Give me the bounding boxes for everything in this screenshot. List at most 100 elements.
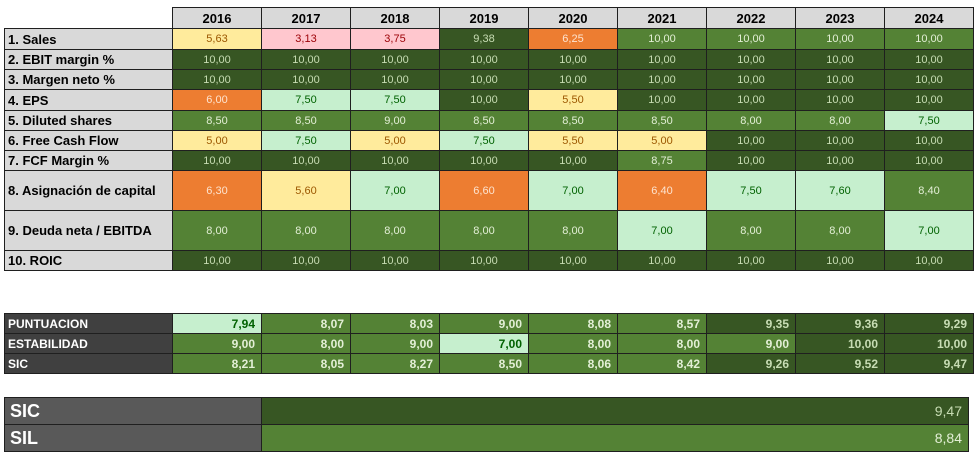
summary-value-cell[interactable]: 8,50 <box>439 353 529 374</box>
score-cell[interactable]: 8,00 <box>528 210 618 251</box>
summary-value-cell[interactable]: 9,29 <box>884 313 974 334</box>
score-cell[interactable]: 7,50 <box>884 110 974 131</box>
score-cell[interactable]: 10,00 <box>884 49 974 70</box>
score-cell[interactable]: 10,00 <box>795 49 885 70</box>
score-cell[interactable]: 10,00 <box>884 250 974 271</box>
score-cell[interactable]: 9,00 <box>350 110 440 131</box>
year-header[interactable]: 2018 <box>350 7 440 29</box>
score-cell[interactable]: 10,00 <box>528 250 618 271</box>
summary-value-cell[interactable]: 7,94 <box>172 313 262 334</box>
summary-value-cell[interactable]: 10,00 <box>795 333 885 354</box>
summary-value-cell[interactable]: 8,00 <box>261 333 351 354</box>
score-cell[interactable]: 5,00 <box>350 130 440 151</box>
score-cell[interactable]: 8,00 <box>795 110 885 131</box>
score-cell[interactable]: 7,50 <box>439 130 529 151</box>
metric-label-cell[interactable]: 9. Deuda neta / EBITDA <box>4 210 173 251</box>
summary-value-cell[interactable]: 8,06 <box>528 353 618 374</box>
score-cell[interactable]: 10,00 <box>706 250 796 271</box>
score-cell[interactable]: 5,00 <box>172 130 262 151</box>
score-cell[interactable]: 8,50 <box>528 110 618 131</box>
summary-value-cell[interactable]: 8,03 <box>350 313 440 334</box>
summary-label-cell[interactable]: PUNTUACION <box>4 313 173 334</box>
score-cell[interactable]: 8,50 <box>439 110 529 131</box>
score-cell[interactable]: 10,00 <box>528 69 618 90</box>
score-cell[interactable]: 10,00 <box>706 28 796 50</box>
score-cell[interactable]: 10,00 <box>350 69 440 90</box>
score-cell[interactable]: 7,00 <box>884 210 974 251</box>
score-cell[interactable]: 8,00 <box>706 210 796 251</box>
score-cell[interactable]: 3,75 <box>350 28 440 50</box>
final-label-cell[interactable]: SIC <box>4 397 262 425</box>
score-cell[interactable]: 8,75 <box>617 150 707 171</box>
year-header[interactable]: 2022 <box>706 7 796 29</box>
score-cell[interactable]: 7,60 <box>795 170 885 211</box>
summary-label-cell[interactable]: ESTABILIDAD <box>4 333 173 354</box>
score-cell[interactable]: 10,00 <box>706 150 796 171</box>
score-cell[interactable]: 8,00 <box>350 210 440 251</box>
score-cell[interactable]: 10,00 <box>617 69 707 90</box>
score-cell[interactable]: 6,30 <box>172 170 262 211</box>
summary-value-cell[interactable]: 9,00 <box>350 333 440 354</box>
score-cell[interactable]: 10,00 <box>795 130 885 151</box>
score-cell[interactable]: 10,00 <box>172 250 262 271</box>
score-cell[interactable]: 10,00 <box>350 250 440 271</box>
score-cell[interactable]: 10,00 <box>528 49 618 70</box>
year-header[interactable]: 2024 <box>884 7 974 29</box>
score-cell[interactable]: 10,00 <box>884 69 974 90</box>
summary-value-cell[interactable]: 8,21 <box>172 353 262 374</box>
metric-label-cell[interactable]: 1. Sales <box>4 28 173 50</box>
score-cell[interactable]: 5,00 <box>617 130 707 151</box>
summary-value-cell[interactable]: 9,36 <box>795 313 885 334</box>
score-cell[interactable]: 7,50 <box>261 130 351 151</box>
score-cell[interactable]: 10,00 <box>439 49 529 70</box>
summary-value-cell[interactable]: 9,52 <box>795 353 885 374</box>
summary-value-cell[interactable]: 8,27 <box>350 353 440 374</box>
year-header[interactable]: 2017 <box>261 7 351 29</box>
score-cell[interactable]: 10,00 <box>172 150 262 171</box>
score-cell[interactable]: 6,40 <box>617 170 707 211</box>
score-cell[interactable]: 10,00 <box>706 69 796 90</box>
metric-label-cell[interactable]: 6. Free Cash Flow <box>4 130 173 151</box>
score-cell[interactable]: 8,00 <box>706 110 796 131</box>
score-cell[interactable]: 8,50 <box>172 110 262 131</box>
metric-label-cell[interactable]: 4. EPS <box>4 89 173 111</box>
score-cell[interactable]: 5,50 <box>528 89 618 111</box>
summary-value-cell[interactable]: 9,35 <box>706 313 796 334</box>
score-cell[interactable]: 10,00 <box>439 150 529 171</box>
score-cell[interactable]: 8,50 <box>261 110 351 131</box>
score-cell[interactable]: 5,50 <box>528 130 618 151</box>
year-header[interactable]: 2021 <box>617 7 707 29</box>
score-cell[interactable]: 6,25 <box>528 28 618 50</box>
score-cell[interactable]: 5,63 <box>172 28 262 50</box>
year-header[interactable]: 2019 <box>439 7 529 29</box>
score-cell[interactable]: 7,00 <box>617 210 707 251</box>
score-cell[interactable]: 9,38 <box>439 28 529 50</box>
score-cell[interactable]: 10,00 <box>884 28 974 50</box>
year-header[interactable]: 2020 <box>528 7 618 29</box>
summary-value-cell[interactable]: 9,26 <box>706 353 796 374</box>
score-cell[interactable]: 7,00 <box>350 170 440 211</box>
score-cell[interactable]: 10,00 <box>617 28 707 50</box>
score-cell[interactable]: 7,50 <box>350 89 440 111</box>
summary-value-cell[interactable]: 9,00 <box>172 333 262 354</box>
score-cell[interactable]: 10,00 <box>172 49 262 70</box>
summary-value-cell[interactable]: 10,00 <box>884 333 974 354</box>
score-cell[interactable]: 7,50 <box>261 89 351 111</box>
score-cell[interactable]: 5,60 <box>261 170 351 211</box>
score-cell[interactable]: 10,00 <box>439 89 529 111</box>
score-cell[interactable]: 8,00 <box>439 210 529 251</box>
score-cell[interactable]: 10,00 <box>350 49 440 70</box>
score-cell[interactable]: 10,00 <box>617 89 707 111</box>
score-cell[interactable]: 10,00 <box>617 250 707 271</box>
score-cell[interactable]: 6,00 <box>172 89 262 111</box>
score-cell[interactable]: 10,00 <box>706 89 796 111</box>
score-cell[interactable]: 10,00 <box>884 130 974 151</box>
summary-value-cell[interactable]: 9,47 <box>884 353 974 374</box>
metric-label-cell[interactable]: 7. FCF Margin % <box>4 150 173 171</box>
score-cell[interactable]: 10,00 <box>439 250 529 271</box>
summary-value-cell[interactable]: 8,08 <box>528 313 618 334</box>
summary-value-cell[interactable]: 7,00 <box>439 333 529 354</box>
score-cell[interactable]: 10,00 <box>528 150 618 171</box>
score-cell[interactable]: 8,00 <box>261 210 351 251</box>
score-cell[interactable]: 10,00 <box>795 89 885 111</box>
